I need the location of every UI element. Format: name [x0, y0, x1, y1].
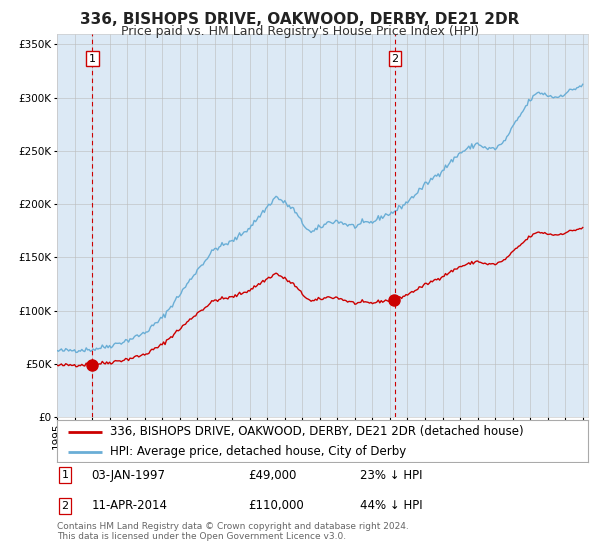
Text: 1: 1	[89, 54, 96, 63]
Text: 44% ↓ HPI: 44% ↓ HPI	[359, 500, 422, 512]
Text: £49,000: £49,000	[248, 469, 296, 482]
Text: Price paid vs. HM Land Registry's House Price Index (HPI): Price paid vs. HM Land Registry's House …	[121, 25, 479, 38]
Text: HPI: Average price, detached house, City of Derby: HPI: Average price, detached house, City…	[110, 445, 406, 458]
Text: 2: 2	[391, 54, 398, 63]
Text: 336, BISHOPS DRIVE, OAKWOOD, DERBY, DE21 2DR (detached house): 336, BISHOPS DRIVE, OAKWOOD, DERBY, DE21…	[110, 425, 524, 438]
Text: 23% ↓ HPI: 23% ↓ HPI	[359, 469, 422, 482]
Text: 11-APR-2014: 11-APR-2014	[92, 500, 167, 512]
Text: 336, BISHOPS DRIVE, OAKWOOD, DERBY, DE21 2DR: 336, BISHOPS DRIVE, OAKWOOD, DERBY, DE21…	[80, 12, 520, 27]
Text: 1: 1	[61, 470, 68, 480]
Text: 2: 2	[61, 501, 68, 511]
Text: Contains HM Land Registry data © Crown copyright and database right 2024.
This d: Contains HM Land Registry data © Crown c…	[57, 522, 409, 542]
Text: £110,000: £110,000	[248, 500, 304, 512]
Text: 03-JAN-1997: 03-JAN-1997	[92, 469, 166, 482]
